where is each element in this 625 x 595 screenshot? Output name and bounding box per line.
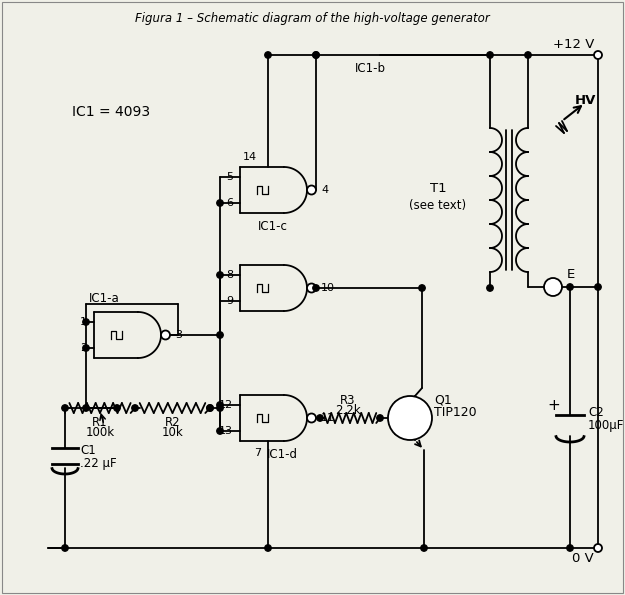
Text: 100k: 100k	[86, 427, 114, 440]
Circle shape	[207, 405, 213, 411]
Text: C1: C1	[80, 443, 96, 456]
Circle shape	[594, 51, 602, 59]
Circle shape	[388, 396, 432, 440]
Circle shape	[312, 285, 319, 291]
Text: 12: 12	[219, 400, 233, 410]
Text: 10k: 10k	[162, 427, 183, 440]
Text: +12 V: +12 V	[552, 39, 594, 52]
Text: 8: 8	[226, 270, 233, 280]
Text: +: +	[548, 397, 561, 412]
Circle shape	[525, 52, 531, 58]
Text: IC1-a: IC1-a	[89, 292, 119, 305]
Circle shape	[595, 284, 601, 290]
Text: 2: 2	[80, 343, 87, 353]
Text: 14: 14	[243, 152, 257, 162]
Text: 1: 1	[80, 317, 87, 327]
Circle shape	[594, 544, 602, 552]
Text: 11: 11	[321, 413, 335, 423]
Circle shape	[544, 278, 562, 296]
Circle shape	[567, 545, 573, 551]
Circle shape	[114, 405, 120, 411]
Text: C2: C2	[588, 406, 604, 418]
Text: IC1-b: IC1-b	[354, 61, 386, 74]
Circle shape	[312, 52, 319, 58]
Text: HV: HV	[575, 93, 596, 107]
Text: Q1: Q1	[434, 393, 452, 406]
Circle shape	[265, 52, 271, 58]
Text: 7: 7	[254, 448, 262, 458]
Circle shape	[82, 405, 89, 411]
Circle shape	[317, 415, 323, 421]
Circle shape	[487, 52, 493, 58]
Text: (see text): (see text)	[409, 199, 466, 212]
Circle shape	[265, 545, 271, 551]
Circle shape	[62, 545, 68, 551]
Text: 5: 5	[226, 172, 233, 182]
Text: IC1-d: IC1-d	[266, 449, 298, 462]
Text: R2: R2	[165, 415, 181, 428]
Circle shape	[161, 330, 170, 340]
Text: 100μF: 100μF	[588, 418, 624, 431]
Circle shape	[62, 405, 68, 411]
Circle shape	[487, 285, 493, 291]
Text: E: E	[567, 268, 575, 281]
Circle shape	[132, 405, 138, 411]
Text: Figura 1 – Schematic diagram of the high-voltage generator: Figura 1 – Schematic diagram of the high…	[135, 12, 490, 25]
Circle shape	[567, 284, 573, 290]
Text: 4: 4	[321, 185, 328, 195]
Circle shape	[217, 428, 223, 434]
Text: TIP120: TIP120	[434, 406, 477, 419]
Circle shape	[419, 285, 425, 291]
Circle shape	[82, 319, 89, 325]
Text: 2.2k: 2.2k	[335, 405, 361, 418]
Circle shape	[312, 52, 319, 58]
Text: R1: R1	[92, 415, 108, 428]
Text: IC1 = 4093: IC1 = 4093	[72, 105, 150, 119]
Circle shape	[217, 332, 223, 338]
Text: 6: 6	[226, 198, 233, 208]
Circle shape	[307, 414, 316, 422]
Text: IC1-c: IC1-c	[258, 221, 288, 233]
Circle shape	[217, 402, 223, 408]
Text: .22 μF: .22 μF	[80, 456, 117, 469]
Text: T1: T1	[430, 181, 446, 195]
Text: 3: 3	[175, 330, 182, 340]
Circle shape	[207, 405, 213, 411]
Text: 10: 10	[321, 283, 335, 293]
Text: 0 V: 0 V	[572, 552, 594, 565]
Text: 13: 13	[219, 426, 233, 436]
Circle shape	[421, 545, 428, 551]
Circle shape	[307, 186, 316, 195]
Circle shape	[82, 345, 89, 351]
Text: 9: 9	[226, 296, 233, 306]
Circle shape	[217, 405, 223, 411]
Circle shape	[217, 200, 223, 206]
Circle shape	[217, 272, 223, 278]
Text: R3: R3	[340, 393, 356, 406]
Circle shape	[307, 283, 316, 293]
Circle shape	[377, 415, 383, 421]
